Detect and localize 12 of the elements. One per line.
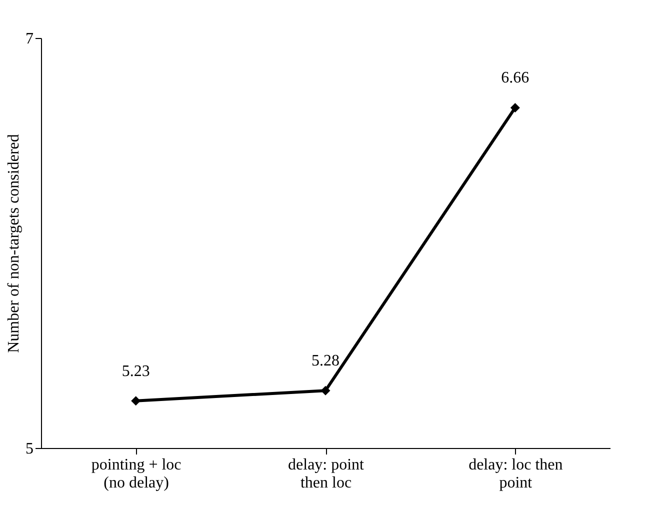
data-label: 6.66 xyxy=(501,70,530,87)
data-label: 5.23 xyxy=(122,362,150,380)
y-tick-label: 5 xyxy=(26,440,34,458)
point xyxy=(320,386,330,396)
x-tick-label: delay: point then loc xyxy=(288,456,365,492)
point xyxy=(510,102,520,112)
point xyxy=(131,396,141,406)
y-tick-label: 7 xyxy=(26,30,34,48)
y-axis-title: Number of non-targets considered xyxy=(6,134,22,353)
x-tick-label: pointing + loc (no delay) xyxy=(91,456,182,492)
x-tick-label: delay: loc then point xyxy=(468,456,563,492)
data-label: 5.28 xyxy=(312,352,340,370)
